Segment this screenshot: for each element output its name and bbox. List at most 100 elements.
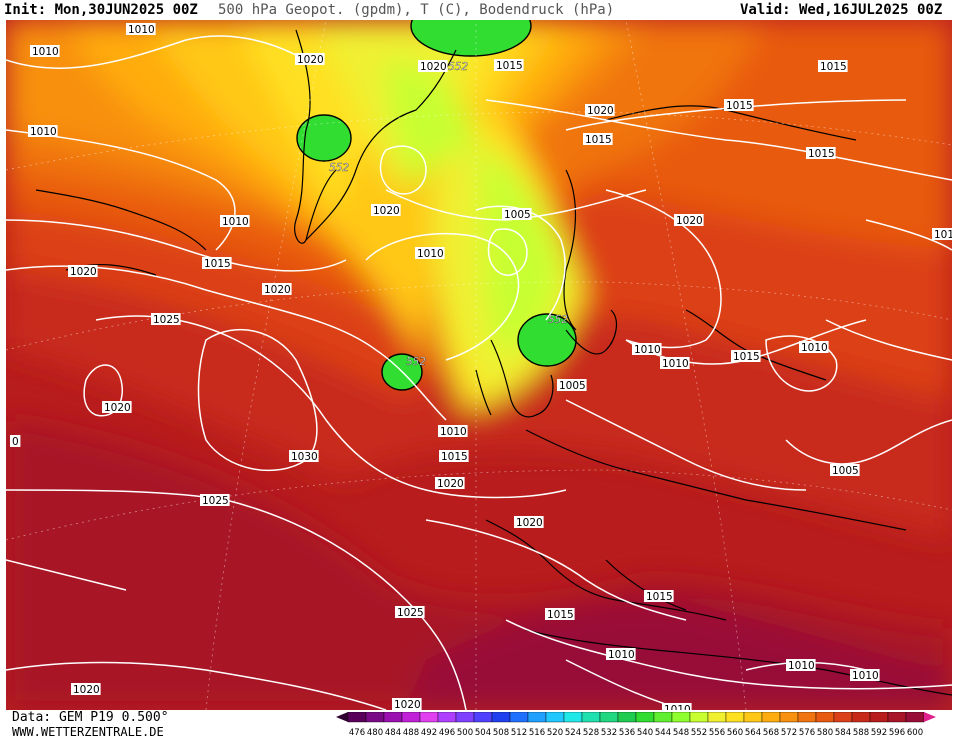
scale-swatch <box>419 712 439 723</box>
isobar-label-text: 1010 <box>30 126 57 138</box>
scale-tick-label: 488 <box>403 728 419 738</box>
isobar-label-box <box>660 357 690 369</box>
isobar-label-box <box>220 215 250 227</box>
isobar-label-box <box>932 228 952 240</box>
isobar-label: 1010 <box>660 357 690 370</box>
scale-swatch <box>383 712 403 723</box>
isobar-label-box <box>583 133 613 145</box>
isobar-label-box <box>439 450 469 462</box>
isobar-label-box <box>850 669 880 681</box>
scale-swatch <box>455 712 475 723</box>
isobar-label-box <box>435 477 465 489</box>
height-label: 552 <box>548 314 569 326</box>
isobar-label: 1025 <box>151 313 181 326</box>
website-link[interactable]: WWW.WETTERZENTRALE.DE <box>12 725 164 739</box>
isobar-label-text: 1020 <box>437 478 464 490</box>
scale-swatch <box>707 712 727 723</box>
isobar-label: 1020 <box>585 104 615 117</box>
isobar-label-box <box>392 698 422 710</box>
isobar-label-box <box>102 401 132 413</box>
isobar-label-box <box>262 283 292 295</box>
isobar-label-text: 1010 <box>852 670 879 682</box>
scale-swatch <box>797 712 817 723</box>
isobar-label-box <box>830 464 860 476</box>
isobar-label: 1020 <box>435 477 465 490</box>
isobar-label: 1020 <box>674 214 704 227</box>
isobar-label: 0 <box>10 435 21 448</box>
isobar-label-text: 1020 <box>73 684 100 696</box>
isobar-label-text: 1025 <box>153 314 180 326</box>
southern-hot-band <box>6 420 952 710</box>
isobar-label: 1025 <box>395 606 425 619</box>
isobar-label: 1015 <box>724 99 754 112</box>
isobar-label-box <box>514 516 544 528</box>
isobar-label: 1025 <box>200 494 230 507</box>
isobar-label-box <box>418 60 448 72</box>
isobar-label-text: 1010 <box>417 248 444 260</box>
isobar-label-text: 1005 <box>504 209 531 221</box>
scale-tick-label: 524 <box>565 728 581 738</box>
scale-swatch <box>653 712 673 723</box>
isobar-label: 1005 <box>502 208 532 221</box>
isobar-label-box <box>674 214 704 226</box>
scale-tick-label: 476 <box>349 728 365 738</box>
isobar-label-box <box>295 53 325 65</box>
data-source: Data: GEM P19 0.500° <box>12 710 169 725</box>
isobar-label-box <box>585 104 615 116</box>
height-label-text: 552 <box>548 314 568 326</box>
scale-swatch <box>527 712 547 723</box>
isobar-label: 1020 <box>514 516 544 529</box>
isobar-label-text: 1010 <box>608 649 635 661</box>
scale-swatch <box>743 712 763 723</box>
scale-tick-label: 484 <box>385 728 401 738</box>
scale-tick-label: 592 <box>871 728 887 738</box>
map-footer: Data: GEM P19 0.500° WWW.WETTERZENTRALE.… <box>0 710 959 741</box>
scale-tick-label: 580 <box>817 728 833 738</box>
isobar-label: 1015 <box>545 608 575 621</box>
scale-swatch <box>347 712 367 723</box>
scale-tick-label: 588 <box>853 728 869 738</box>
isobar-label: 1010 <box>28 125 58 138</box>
scale-tick-label: 556 <box>709 728 725 738</box>
scale-swatch <box>545 712 565 723</box>
isobar-label-box <box>202 257 232 269</box>
scale-tick-label: 600 <box>907 728 923 738</box>
isobar-label: 1020 <box>418 60 448 73</box>
isobar-label-text: 1020 <box>394 699 421 710</box>
scale-swatch <box>599 712 619 723</box>
isobar-label-box <box>799 341 829 353</box>
isobar-label: 1010 <box>606 648 636 661</box>
isobar-label: 1005 <box>830 464 860 477</box>
isobar-label-box <box>818 60 848 72</box>
scale-swatch <box>671 712 691 723</box>
chart-title: 500 hPa Geopot. (gpdm), T (C), Bodendruc… <box>218 2 615 18</box>
scale-swatch <box>869 712 889 723</box>
scale-swatch <box>887 712 907 723</box>
scale-tick-label: 536 <box>619 728 635 738</box>
scale-swatch <box>473 712 493 723</box>
scale-tick-label: 584 <box>835 728 851 738</box>
scale-swatch <box>905 712 925 723</box>
isobar-label: 1015 <box>439 450 469 463</box>
isobar-label-text: 1025 <box>397 607 424 619</box>
isobar-label-text: 1010 <box>440 426 467 438</box>
isobar-label-box <box>545 608 575 620</box>
isobar-label-box <box>606 648 636 660</box>
isobar-label-text: 1015 <box>808 148 835 160</box>
isobar-label-box <box>806 147 836 159</box>
scale-tick-label: 544 <box>655 728 671 738</box>
scale-swatch <box>779 712 799 723</box>
scale-tick-label: 596 <box>889 728 905 738</box>
scale-tick-label: 496 <box>439 728 455 738</box>
isobar-label-text: 1020 <box>516 517 543 529</box>
isobar-label-box <box>28 125 58 137</box>
isobar-label-text: 1015 <box>726 100 753 112</box>
isobar-label-text: 1015 <box>646 591 673 603</box>
isobar-label: 1015 <box>494 59 524 72</box>
isobar-label-text: 0 <box>12 436 19 448</box>
low-552-greenland <box>296 114 352 162</box>
height-label: 552 <box>406 356 427 368</box>
scale-swatch <box>635 712 655 723</box>
isobar-label: 1015 <box>583 133 613 146</box>
isobar-label-text: 1015 <box>204 258 231 270</box>
